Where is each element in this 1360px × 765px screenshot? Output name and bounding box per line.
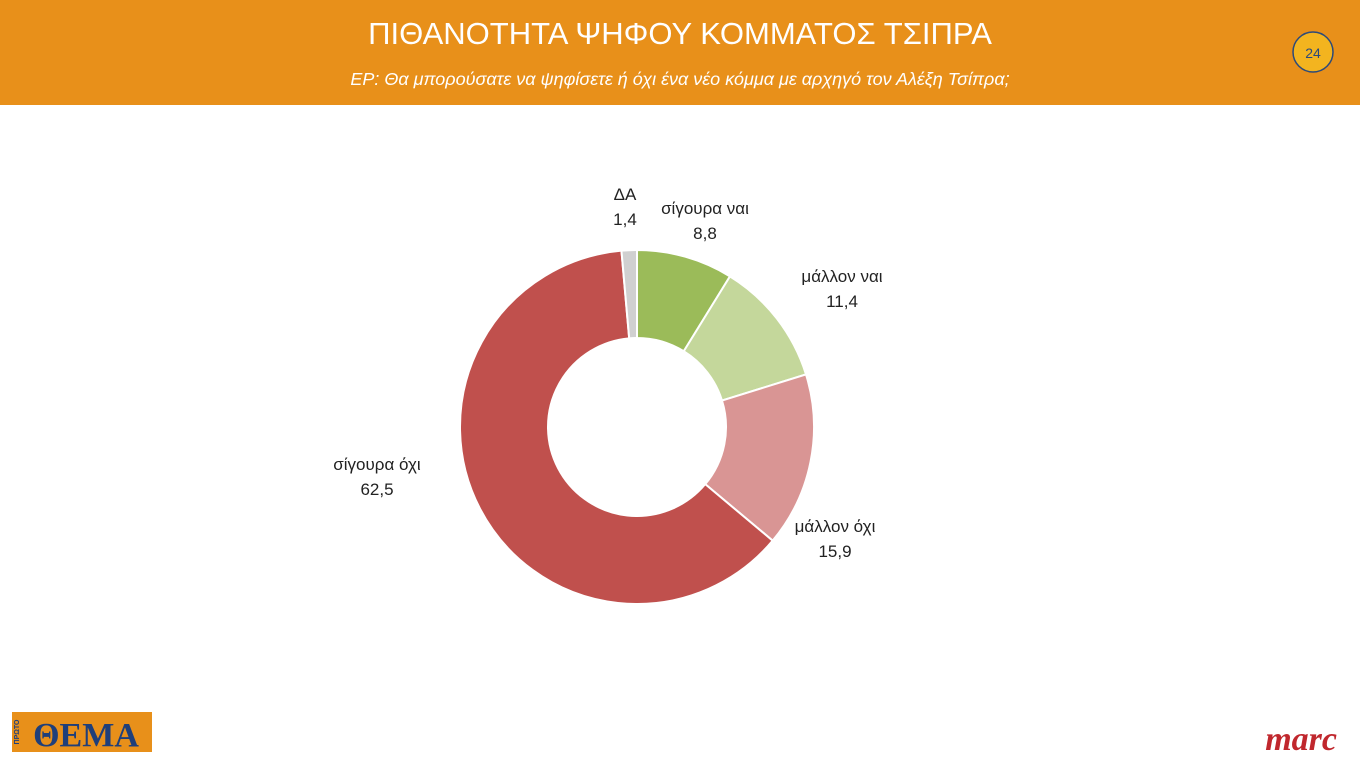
logo-left: ΘΕΜΑ (33, 717, 139, 754)
value-label: 11,4 (826, 292, 858, 311)
value-label: 15,9 (818, 542, 851, 561)
value-label: 8,8 (693, 224, 717, 243)
donut-slice (620, 248, 638, 340)
slice-label: σίγουρα ναι (661, 199, 749, 218)
header-bar (0, 0, 1360, 105)
logo-left-small: ΠΡΩΤΟ (14, 719, 21, 744)
value-label: 62,5 (360, 480, 393, 499)
donut-chart: σίγουρα ναι 8,8 μάλλον ναι 11,4 μάλλον όχι 15… (333, 185, 883, 605)
donut-slice (459, 249, 775, 605)
page-badge (1292, 31, 1334, 73)
slice-label: ΔΑ (614, 185, 637, 204)
slice-label: μάλλον όχι (795, 517, 876, 536)
slice-label: σίγουρα όχι (333, 455, 421, 474)
logo-right: marc (1265, 721, 1337, 758)
chart-title: ΠΙΘΑΝΟΤΗΤΑ ΨΗΦΟΥ ΚΟΜΜΑΤΟΣ ΤΣΙΠΡΑ (368, 16, 992, 51)
chart-subtitle: ΕΡ: Θα μπορούσατε να ψηφίσετε ή όχι ένα … (350, 69, 1009, 89)
logo-left-box (12, 712, 152, 752)
value-label: 1,4 (613, 210, 637, 229)
slice-label: μάλλον ναι (801, 267, 882, 286)
page-number: 24 (1305, 45, 1321, 61)
